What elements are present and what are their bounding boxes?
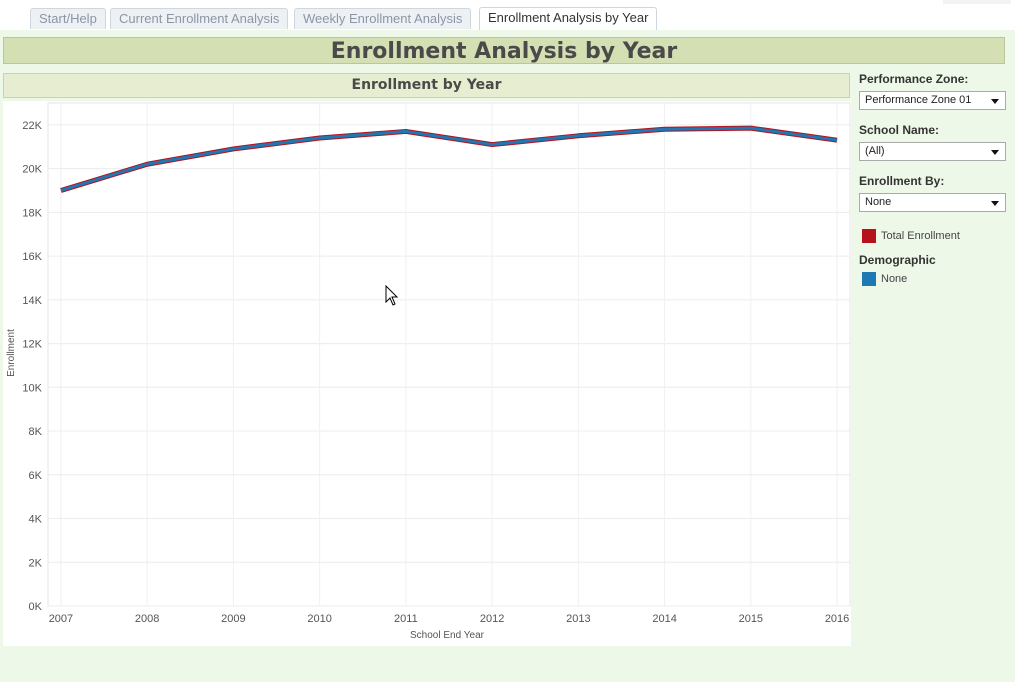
- y-axis-label: Enrollment: [6, 329, 17, 377]
- y-tick-label: 12K: [22, 339, 42, 351]
- enrollment-by-value: None: [865, 196, 892, 208]
- chevron-down-icon: [991, 99, 999, 104]
- y-tick-label: 8K: [29, 426, 43, 438]
- enrollment-chart[interactable]: 0K 2K 4K 6K 8K 10K 12K 14K 16K 18K 20K 22K 2007 2008…: [3, 101, 851, 646]
- y-tick-label: 14K: [22, 295, 42, 307]
- x-tick-label: 2007: [49, 613, 73, 625]
- x-tick-label: 2015: [739, 613, 763, 625]
- y-tick-label: 22K: [22, 120, 42, 132]
- x-tick-label: 2013: [566, 613, 590, 625]
- dashboard-title: Enrollment Analysis by Year: [3, 37, 1005, 64]
- chart-series: [60, 125, 838, 193]
- legend-label-total-enrollment: Total Enrollment: [881, 230, 960, 242]
- plot-area: [47, 102, 851, 607]
- tab-weekly-enrollment-analysis[interactable]: Weekly Enrollment Analysis: [294, 8, 472, 29]
- school-name-dropdown[interactable]: (All): [859, 142, 1006, 161]
- tab-enrollment-analysis-by-year[interactable]: Enrollment Analysis by Year: [479, 7, 658, 30]
- y-tick-label: 18K: [22, 207, 42, 219]
- enrollment-by-dropdown[interactable]: None: [859, 193, 1006, 212]
- series-line-none: [60, 126, 838, 192]
- tab-start-help[interactable]: Start/Help: [30, 8, 106, 29]
- chevron-down-icon: [991, 201, 999, 206]
- y-tick-label: 16K: [22, 251, 42, 263]
- toolbar-placeholder: [943, 0, 1011, 4]
- legend-title-demographic: Demographic: [859, 253, 936, 267]
- x-tick-label: 2014: [652, 613, 676, 625]
- legend-label-none: None: [881, 273, 908, 285]
- y-tick-label: 0K: [29, 601, 43, 613]
- x-tick-label: 2016: [825, 613, 849, 625]
- y-tick-label: 2K: [29, 557, 43, 569]
- performance-zone-dropdown[interactable]: Performance Zone 01: [859, 91, 1006, 110]
- chart-svg: 0K 2K 4K 6K 8K 10K 12K 14K 16K 18K 20K 22K 2007 2008…: [6, 102, 851, 641]
- school-name-value: (All): [865, 145, 885, 157]
- x-tick-label: 2008: [135, 613, 159, 625]
- tab-bar: Start/Help Current Enrollment Analysis W…: [0, 0, 1015, 31]
- x-tick-label: 2010: [307, 613, 331, 625]
- x-tick-label: 2012: [480, 613, 504, 625]
- performance-zone-value: Performance Zone 01: [865, 94, 972, 106]
- y-tick-label: 10K: [22, 382, 42, 394]
- legend-swatch-total-enrollment: [862, 229, 876, 243]
- legend-swatch-none: [862, 272, 876, 286]
- x-axis-label: School End Year: [410, 630, 485, 641]
- performance-zone-label: Performance Zone:: [859, 72, 969, 86]
- mouse-cursor-icon: [385, 285, 399, 306]
- enrollment-by-label: Enrollment By:: [859, 174, 945, 188]
- x-tick-label: 2009: [221, 613, 245, 625]
- chart-grid: [47, 102, 851, 607]
- school-name-label: School Name:: [859, 123, 940, 137]
- chart-title: Enrollment by Year: [3, 73, 850, 98]
- x-tick-label: 2011: [394, 613, 418, 625]
- y-axis: 0K 2K 4K 6K 8K 10K 12K 14K 16K 18K 20K 22K: [22, 120, 42, 613]
- y-tick-label: 6K: [29, 470, 43, 482]
- chevron-down-icon: [991, 150, 999, 155]
- tab-current-enrollment-analysis[interactable]: Current Enrollment Analysis: [110, 8, 289, 29]
- x-axis: 2007 2008 2009 2010 2011 2012 2013 2014 2015 2016: [49, 613, 850, 625]
- y-tick-label: 20K: [22, 164, 42, 176]
- y-tick-label: 4K: [29, 514, 43, 526]
